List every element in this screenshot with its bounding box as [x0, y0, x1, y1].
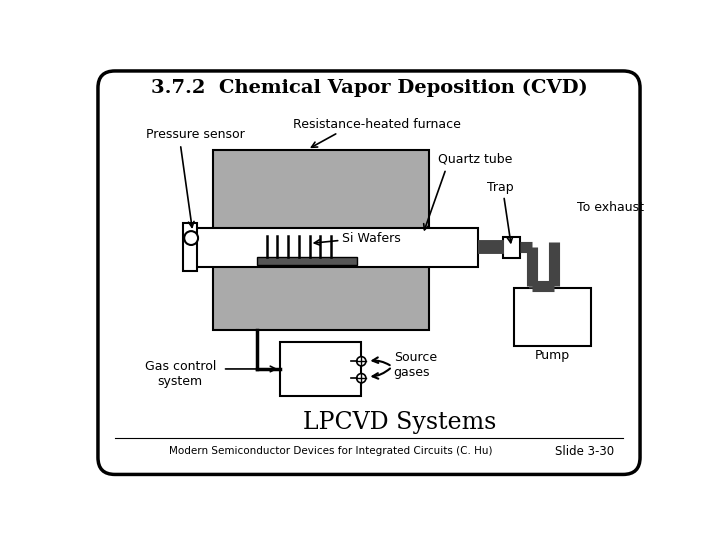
Bar — [183, 224, 197, 271]
Text: Source
gases: Source gases — [394, 351, 437, 379]
Text: Si Wafers: Si Wafers — [342, 232, 401, 245]
Text: Quartz tube: Quartz tube — [438, 152, 513, 165]
Text: Pressure sensor: Pressure sensor — [145, 127, 245, 140]
Bar — [503, 237, 520, 258]
Bar — [213, 150, 429, 246]
Text: Pump: Pump — [535, 349, 570, 362]
Bar — [213, 265, 429, 330]
Circle shape — [184, 231, 198, 245]
Text: Trap: Trap — [487, 181, 513, 194]
Text: 3.7.2  Chemical Vapor Deposition (CVD): 3.7.2 Chemical Vapor Deposition (CVD) — [150, 79, 588, 97]
Text: Resistance-heated furnace: Resistance-heated furnace — [293, 118, 461, 131]
Bar — [257, 257, 357, 265]
Bar — [194, 228, 478, 267]
Text: Slide 3-30: Slide 3-30 — [555, 445, 614, 458]
Circle shape — [356, 374, 366, 383]
Text: Modern Semiconductor Devices for Integrated Circuits (C. Hu): Modern Semiconductor Devices for Integra… — [168, 447, 492, 456]
Bar — [514, 288, 590, 346]
Text: To exhaust: To exhaust — [577, 201, 644, 214]
FancyBboxPatch shape — [98, 71, 640, 475]
Text: Gas control
system: Gas control system — [145, 360, 216, 388]
Bar — [281, 342, 361, 396]
Circle shape — [356, 356, 366, 366]
Text: LPCVD Systems: LPCVD Systems — [303, 411, 497, 434]
